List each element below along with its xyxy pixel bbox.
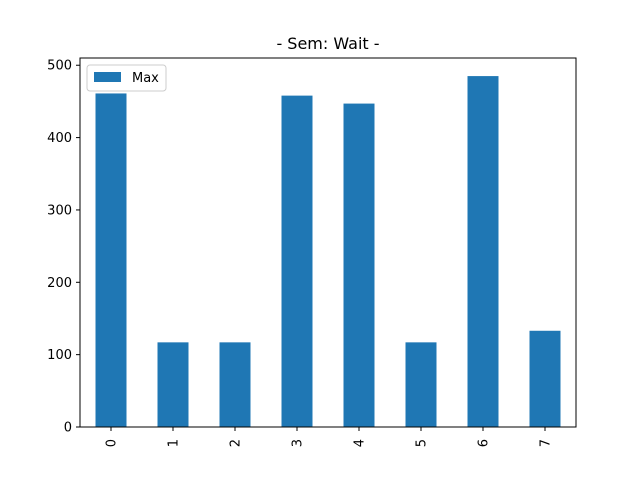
legend-swatch [94, 72, 121, 82]
legend: Max [86, 64, 167, 92]
legend-box [86, 64, 167, 92]
x-tick-label: 1 [167, 439, 182, 447]
x-tick-label: 6 [477, 439, 492, 447]
y-tick-label: 0 [64, 421, 72, 436]
x-tick-label: 4 [353, 439, 368, 447]
x-tick-label: 0 [105, 439, 120, 447]
bar-5 [405, 342, 437, 427]
legend-label: Max [132, 71, 159, 86]
bar-0 [95, 93, 127, 427]
y-tick-label: 400 [47, 131, 72, 146]
plot-area-frame [79, 57, 577, 428]
x-tick-label: 5 [415, 439, 430, 447]
bar-3 [281, 95, 313, 428]
chart-title: - Sem: Wait - [276, 34, 379, 53]
bar-6 [467, 76, 499, 427]
x-tick-label: 2 [229, 439, 244, 447]
y-tick-label: 100 [47, 348, 72, 363]
y-tick-label: 300 [47, 203, 72, 218]
bars-layer [95, 76, 561, 428]
y-tick-label: 200 [47, 276, 72, 291]
bar-1 [157, 342, 189, 427]
bar-2 [219, 342, 251, 427]
y-axis: 0 100 200 300 400 500 [47, 59, 80, 436]
x-tick-label: 7 [539, 439, 554, 447]
x-axis: 0 1 2 3 4 5 6 7 [105, 427, 554, 447]
bar-4 [343, 103, 375, 427]
y-tick-label: 500 [47, 59, 72, 74]
bar-7 [529, 330, 561, 427]
x-tick-label: 3 [291, 439, 306, 447]
